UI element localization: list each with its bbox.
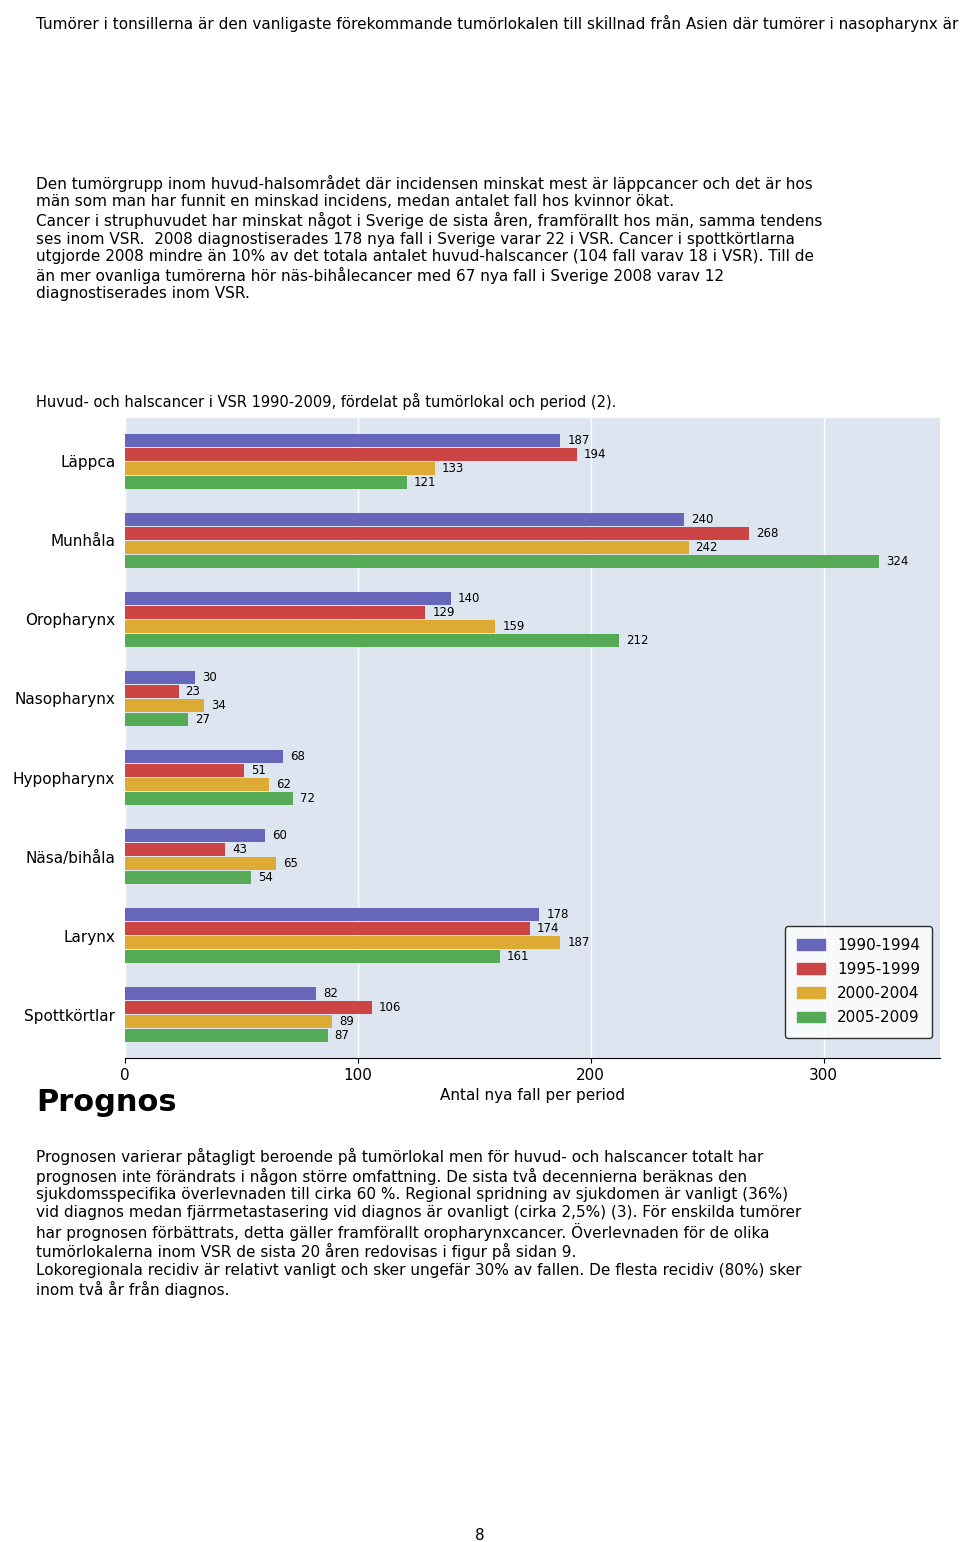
Text: 30: 30: [202, 671, 217, 683]
Bar: [125, 555, 879, 569]
Text: Den tumörgrupp inom huvud-halsområdet där incidensen minskat mest är läppcancer : Den tumörgrupp inom huvud-halsområdet dä…: [36, 174, 823, 301]
Bar: [125, 527, 749, 540]
Text: Prognos: Prognos: [36, 1089, 177, 1116]
Text: 87: 87: [335, 1030, 349, 1042]
Bar: [125, 936, 561, 950]
Bar: [125, 1029, 327, 1042]
Text: 140: 140: [458, 592, 480, 604]
Bar: [125, 463, 435, 475]
Bar: [125, 843, 226, 856]
Bar: [125, 779, 270, 791]
Text: 51: 51: [251, 763, 266, 777]
Text: 106: 106: [379, 1001, 401, 1015]
Bar: [125, 908, 540, 921]
Text: 242: 242: [695, 541, 718, 554]
Text: 129: 129: [432, 606, 455, 618]
Text: 60: 60: [272, 828, 287, 842]
Bar: [125, 685, 179, 699]
Text: 82: 82: [323, 987, 338, 999]
Bar: [125, 447, 577, 461]
Text: 27: 27: [195, 714, 210, 726]
Text: 68: 68: [290, 749, 305, 763]
Text: 159: 159: [502, 620, 524, 634]
Text: 65: 65: [283, 857, 299, 870]
Text: 34: 34: [211, 699, 226, 712]
Text: 62: 62: [276, 779, 291, 791]
Text: 54: 54: [257, 871, 273, 885]
Text: 324: 324: [886, 555, 909, 569]
X-axis label: Antal nya fall per period: Antal nya fall per period: [440, 1089, 625, 1103]
Bar: [125, 828, 265, 842]
Text: 43: 43: [232, 843, 247, 856]
Bar: [125, 634, 618, 648]
Text: 72: 72: [300, 793, 315, 805]
Text: 174: 174: [538, 922, 560, 934]
Bar: [125, 793, 293, 805]
Text: 268: 268: [756, 527, 779, 540]
Text: 187: 187: [567, 433, 589, 447]
Bar: [125, 714, 188, 726]
Bar: [125, 763, 244, 777]
Bar: [125, 620, 495, 634]
Text: Prognosen varierar påtagligt beroende på tumörlokal men för huvud- och halscance: Prognosen varierar påtagligt beroende på…: [36, 1147, 802, 1298]
Text: 161: 161: [507, 950, 529, 964]
Bar: [125, 476, 407, 489]
Text: 89: 89: [339, 1015, 354, 1029]
Bar: [125, 1001, 372, 1015]
Text: 212: 212: [626, 634, 648, 648]
Text: 178: 178: [546, 908, 569, 921]
Text: 8: 8: [475, 1528, 485, 1542]
Bar: [125, 950, 500, 964]
Bar: [125, 749, 283, 763]
Bar: [125, 512, 684, 526]
Text: 187: 187: [567, 936, 589, 950]
Text: 194: 194: [584, 447, 606, 461]
Text: 23: 23: [185, 685, 201, 699]
Bar: [125, 1015, 332, 1029]
Text: 133: 133: [442, 463, 464, 475]
Text: Huvud- och halscancer i VSR 1990-2009, fördelat på tumörlokal och period (2).: Huvud- och halscancer i VSR 1990-2009, f…: [36, 393, 617, 410]
Bar: [125, 541, 688, 554]
Bar: [125, 987, 316, 999]
Bar: [125, 871, 251, 885]
Text: 240: 240: [691, 512, 713, 526]
Bar: [125, 433, 561, 447]
Text: 121: 121: [414, 476, 436, 489]
Bar: [125, 671, 195, 683]
Text: Tumörer i tonsillerna är den vanligaste förekommande tumörlokalen till skillnad : Tumörer i tonsillerna är den vanligaste …: [36, 15, 960, 32]
Legend: 1990-1994, 1995-1999, 2000-2004, 2005-2009: 1990-1994, 1995-1999, 2000-2004, 2005-20…: [785, 925, 932, 1038]
Bar: [125, 699, 204, 712]
Bar: [125, 592, 451, 604]
Bar: [125, 922, 530, 934]
Bar: [125, 857, 276, 870]
Bar: [125, 606, 425, 618]
